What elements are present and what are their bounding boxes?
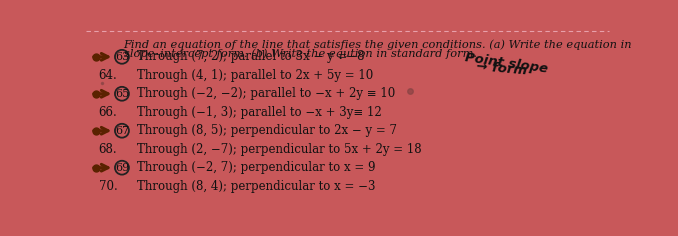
- Text: 64.: 64.: [98, 69, 117, 82]
- Text: Find an equation of the line that satisfies the given conditions. (a) Write the : Find an equation of the line that satisf…: [123, 39, 632, 50]
- Text: → form: → form: [476, 60, 528, 77]
- Text: Through (−2, 7); perpendicular to x = 9: Through (−2, 7); perpendicular to x = 9: [138, 161, 376, 174]
- Text: Through (−2, −2); parallel to −x + 2y ≡ 10: Through (−2, −2); parallel to −x + 2y ≡ …: [138, 87, 396, 100]
- Text: Through (8, 4); perpendicular to x = −3: Through (8, 4); perpendicular to x = −3: [138, 180, 376, 193]
- Text: Through (−1, 3); parallel to −x + 3y≡ 12: Through (−1, 3); parallel to −x + 3y≡ 12: [138, 106, 382, 119]
- Text: 65: 65: [115, 89, 129, 99]
- Text: 68.: 68.: [99, 143, 117, 156]
- Text: 67: 67: [115, 126, 129, 136]
- Text: Through (7, 2); parallel to 3x − y =−8: Through (7, 2); parallel to 3x − y =−8: [138, 50, 365, 63]
- Text: 66.: 66.: [98, 106, 117, 119]
- Text: Point slope: Point slope: [464, 51, 549, 75]
- Text: 69: 69: [115, 163, 129, 173]
- Text: Through (8, 5); perpendicular to 2x − y = 7: Through (8, 5); perpendicular to 2x − y …: [138, 124, 397, 137]
- Text: slope–intercept form. (b) Write the eqution in standard form.: slope–intercept form. (b) Write the equt…: [123, 48, 477, 59]
- Text: 70.: 70.: [98, 180, 117, 193]
- Text: Through (2, −7); perpendicular to 5x + 2y = 18: Through (2, −7); perpendicular to 5x + 2…: [138, 143, 422, 156]
- Text: Through (4, 1); parallel to 2x + 5y = 10: Through (4, 1); parallel to 2x + 5y = 10: [138, 69, 374, 82]
- Text: 63: 63: [115, 52, 129, 62]
